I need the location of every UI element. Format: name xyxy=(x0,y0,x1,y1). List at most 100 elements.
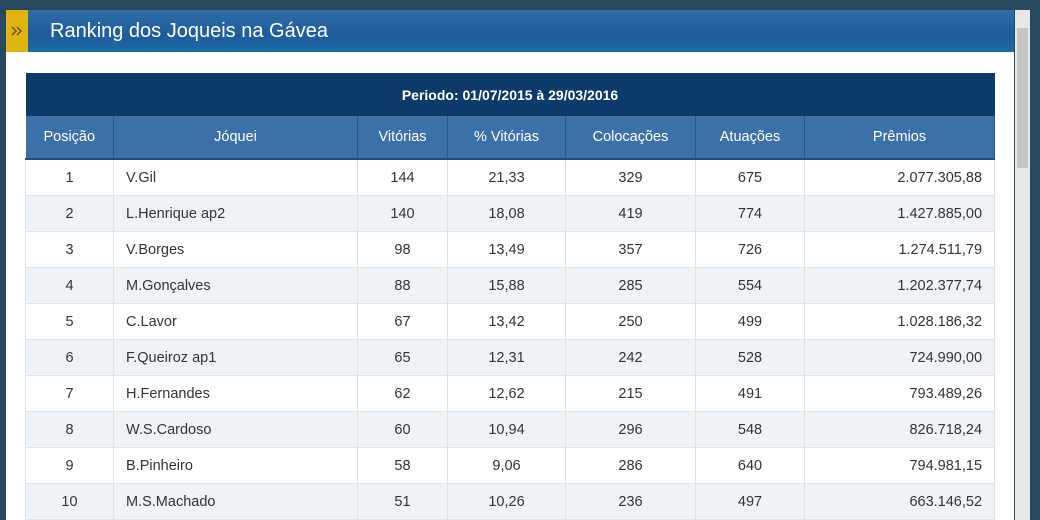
panel: Ranking dos Joqueis na Gávea Periodo: 01… xyxy=(6,10,1014,520)
table-cell: 329 xyxy=(565,158,696,196)
table-cell: 51 xyxy=(357,483,448,520)
table-cell: 5 xyxy=(25,303,114,340)
table-cell: 10,26 xyxy=(447,483,566,520)
table-cell: 1.274.511,79 xyxy=(803,231,996,268)
scroll-thumb[interactable] xyxy=(1017,28,1028,168)
table-row: 6 F.Queiroz ap1 65 12,31 242 528 724.990,00 xyxy=(25,339,996,376)
table-cell: M.S.Machado xyxy=(113,483,358,520)
table-cell: 826.718,24 xyxy=(803,411,996,448)
table-cell: B.Pinheiro xyxy=(113,447,358,484)
period-row: Periodo: 01/07/2015 à 29/03/2016 xyxy=(25,73,995,116)
table-row: 3 V.Borges 98 13,49 357 726 1.274.511,79 xyxy=(25,231,996,268)
table-cell: 13,49 xyxy=(447,231,566,268)
table-cell: 60 xyxy=(357,411,448,448)
table-cell: 499 xyxy=(695,303,805,340)
table-cell: 12,62 xyxy=(447,375,566,412)
chevron-icon xyxy=(11,26,23,36)
period: Periodo: 01/07/2015 à 29/03/2016 xyxy=(25,73,995,116)
table-cell: L.Henrique ap2 xyxy=(113,195,358,232)
table-cell: 528 xyxy=(695,339,805,376)
table-cell: H.Fernandes xyxy=(113,375,358,412)
column-header: % Vitórias xyxy=(447,116,566,160)
table-row: 10 M.S.Machado 51 10,26 236 497 663.146,52 xyxy=(25,483,996,520)
table-cell: 7 xyxy=(25,375,114,412)
column-header: Posição xyxy=(25,116,114,160)
table-row: 5 C.Lavor 67 13,42 250 499 1.028.186,32 xyxy=(25,303,996,340)
column-header: Vitórias xyxy=(357,116,448,160)
table-cell: 18,08 xyxy=(447,195,566,232)
table-cell: V.Borges xyxy=(113,231,358,268)
table-cell: 794.981,15 xyxy=(803,447,996,484)
table-cell: 3 xyxy=(25,231,114,268)
column-header: Atuações xyxy=(695,116,805,160)
table-cell: 357 xyxy=(565,231,696,268)
table-cell: 724.990,00 xyxy=(803,339,996,376)
table-cell: 548 xyxy=(695,411,805,448)
table-cell: 554 xyxy=(695,267,805,304)
scrollbar[interactable] xyxy=(1015,10,1030,520)
table-cell: 242 xyxy=(565,339,696,376)
table-cell: 419 xyxy=(565,195,696,232)
table-cell: 98 xyxy=(357,231,448,268)
collapse-toggle[interactable] xyxy=(6,10,28,52)
table-cell: 144 xyxy=(357,158,448,196)
table-cell: 12,31 xyxy=(447,339,566,376)
table-cell: 497 xyxy=(695,483,805,520)
table-cell: 65 xyxy=(357,339,448,376)
table-cell: 793.489,26 xyxy=(803,375,996,412)
table-cell: 296 xyxy=(565,411,696,448)
table-row: 1 V.Gil 144 21,33 329 675 2.077.305,88 xyxy=(25,158,996,196)
table-cell: 9,06 xyxy=(447,447,566,484)
table-cell: V.Gil xyxy=(113,158,358,196)
table-cell: 250 xyxy=(565,303,696,340)
column-header: Prêmios xyxy=(804,116,996,160)
title-bar: Ranking dos Joqueis na Gávea xyxy=(6,10,1014,52)
table-row: 7 H.Fernandes 62 12,62 215 491 793.489,26 xyxy=(25,375,996,412)
table-cell: 58 xyxy=(357,447,448,484)
column-header: Colocações xyxy=(565,116,696,160)
table-cell: 2 xyxy=(25,195,114,232)
column-header: Jóquei xyxy=(113,116,358,160)
table-cell: 675 xyxy=(695,158,805,196)
table-cell: C.Lavor xyxy=(113,303,358,340)
table-row: 9 B.Pinheiro 58 9,06 286 640 794.981,15 xyxy=(25,447,996,484)
table-cell: 6 xyxy=(25,339,114,376)
table-body: 1 V.Gil 144 21,33 329 675 2.077.305,88 2 L.Henri… xyxy=(25,158,996,520)
table-cell: 88 xyxy=(357,267,448,304)
table-cell: 62 xyxy=(357,375,448,412)
table-cell: 215 xyxy=(565,375,696,412)
table-cell: 8 xyxy=(25,411,114,448)
table-cell: 13,42 xyxy=(447,303,566,340)
table-cell: 4 xyxy=(25,267,114,304)
table-cell: 663.146,52 xyxy=(803,483,996,520)
ranking-table: Periodo: 01/07/2015 à 29/03/2016 Posição… xyxy=(25,73,996,520)
table-cell: 10 xyxy=(25,483,114,520)
table-cell: 1.028.186,32 xyxy=(803,303,996,340)
table-cell: W.S.Cardoso xyxy=(113,411,358,448)
table-cell: 1 xyxy=(25,158,114,196)
table-cell: 10,94 xyxy=(447,411,566,448)
table-cell: 2.077.305,88 xyxy=(803,158,996,196)
table-cell: 1.427.885,00 xyxy=(803,195,996,232)
table-cell: 236 xyxy=(565,483,696,520)
table-cell: 67 xyxy=(357,303,448,340)
table-cell: 726 xyxy=(695,231,805,268)
table-cell: 140 xyxy=(357,195,448,232)
table-cell: M.Gonçalves xyxy=(113,267,358,304)
header-row: Posição Jóquei Vitórias% Vitórias Colocaçõe… xyxy=(25,116,996,160)
table-cell: 774 xyxy=(695,195,805,232)
table-cell: F.Queiroz ap1 xyxy=(113,339,358,376)
table-cell: 491 xyxy=(695,375,805,412)
table-cell: 15,88 xyxy=(447,267,566,304)
table-row: 2 L.Henrique ap2 140 18,08 419 774 1.427.885,0… xyxy=(25,195,996,232)
table-row: 4 M.Gonçalves 88 15,88 285 554 1.202.377,74 xyxy=(25,267,996,304)
table-cell: 21,33 xyxy=(447,158,566,196)
page-title: Ranking dos Joqueis na Gávea xyxy=(50,20,328,42)
table-cell: 640 xyxy=(695,447,805,484)
table-cell: 9 xyxy=(25,447,114,484)
table-row: 8 W.S.Cardoso 60 10,94 296 548 826.718,24 xyxy=(25,411,996,448)
table-cell: 285 xyxy=(565,267,696,304)
table-cell: 1.202.377,74 xyxy=(803,267,996,304)
table-cell: 286 xyxy=(565,447,696,484)
